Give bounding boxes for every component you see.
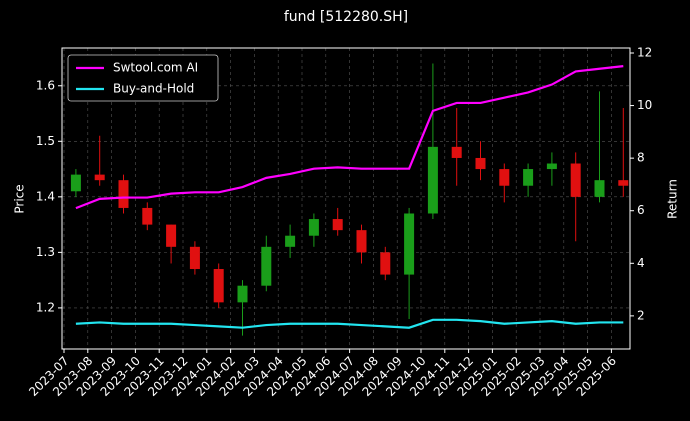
candle-body xyxy=(189,246,200,270)
y2-tick-label: 2 xyxy=(637,308,645,322)
candle-body xyxy=(261,246,272,286)
candle-body xyxy=(213,269,224,303)
candle-body xyxy=(570,163,581,197)
y-axis-label: Price xyxy=(13,184,27,213)
candle-body xyxy=(308,219,319,236)
series-line xyxy=(75,318,624,329)
candle-body xyxy=(166,224,177,247)
plot-frame xyxy=(61,47,631,350)
candle-body xyxy=(380,252,391,275)
candle-body xyxy=(475,157,486,170)
y2-tick-label: 10 xyxy=(637,98,652,112)
legend-box xyxy=(67,54,219,102)
candle-body xyxy=(237,285,248,303)
y2-axis-label: Return xyxy=(666,179,680,219)
y2-tick-label: 8 xyxy=(637,151,645,165)
candle-body xyxy=(285,235,296,247)
y-tick-label: 1.6 xyxy=(36,78,55,92)
candle-body xyxy=(356,230,367,253)
candle-body xyxy=(594,180,605,197)
candle-body xyxy=(70,174,81,192)
series-line xyxy=(75,65,624,210)
candle-body xyxy=(404,213,415,275)
y2-tick-label: 12 xyxy=(637,45,652,59)
y2-tick-label: 6 xyxy=(637,203,645,217)
y-tick-label: 1.5 xyxy=(36,134,55,148)
candle-body xyxy=(499,169,510,186)
candle-body xyxy=(118,180,129,208)
legend-label: Buy-and-Hold xyxy=(113,82,194,96)
y-tick-label: 1.3 xyxy=(36,245,55,259)
y-tick-label: 1.2 xyxy=(36,300,55,314)
candle-body xyxy=(142,207,153,225)
candle-body xyxy=(618,180,629,186)
y-tick-label: 1.4 xyxy=(36,189,55,203)
candle-body xyxy=(94,174,105,181)
legend-label: Swtool.com AI xyxy=(113,61,198,75)
candle-body xyxy=(546,163,557,170)
chart-title: fund [512280.SH] xyxy=(284,9,408,25)
candle-body xyxy=(523,169,534,186)
y2-tick-label: 4 xyxy=(637,256,645,270)
candle-body xyxy=(332,219,343,231)
candle-body xyxy=(427,146,438,214)
candle-body xyxy=(451,146,462,158)
